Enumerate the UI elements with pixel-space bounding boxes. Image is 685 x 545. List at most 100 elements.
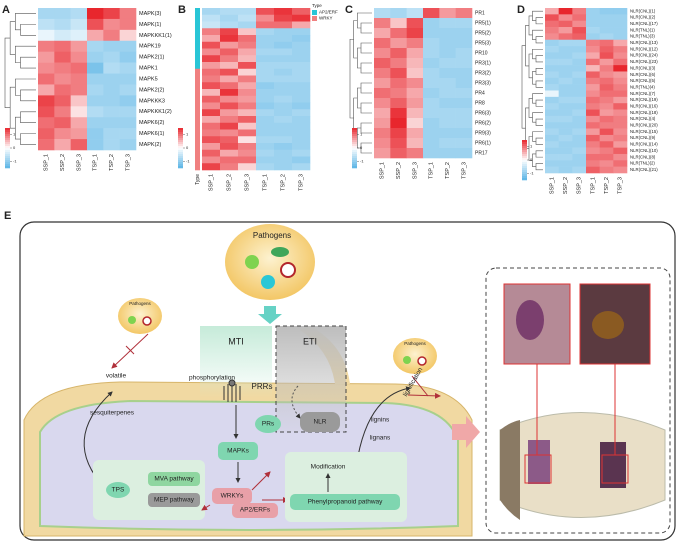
heat-cell	[256, 8, 275, 16]
label: TPS	[112, 487, 125, 494]
heat-cell	[545, 160, 559, 167]
heat-cell	[390, 38, 407, 49]
heat-cell	[599, 65, 614, 72]
heat-cell	[572, 122, 587, 129]
heat-cell	[238, 14, 257, 22]
heat-cell	[599, 128, 614, 136]
heat-cell	[613, 52, 628, 60]
colorbar-step	[522, 178, 527, 181]
row-label: MAPK2(2)	[139, 87, 165, 93]
panel-letter: C	[345, 4, 353, 16]
heat-cell	[586, 71, 600, 79]
column-label: SSP_3	[244, 174, 250, 191]
heat-cell	[256, 156, 275, 164]
heat-cell	[38, 117, 55, 129]
icon	[128, 316, 136, 324]
annotation-cell	[195, 163, 200, 171]
heat-cell	[572, 166, 587, 174]
heat-cell	[70, 18, 88, 31]
heat-cell	[406, 58, 424, 69]
heat-cell	[87, 29, 104, 42]
heat-cell	[54, 117, 71, 129]
heat-cell	[238, 109, 257, 117]
colorbar-step	[522, 164, 527, 167]
heat-cell	[599, 166, 614, 174]
photo	[600, 442, 626, 488]
column-label: TSP_2	[109, 154, 115, 171]
heat-cell	[374, 78, 391, 89]
row-label: NLR(TNL)(4)	[630, 84, 655, 89]
heat-cell	[38, 8, 55, 20]
column-label: SSP_3	[412, 162, 418, 179]
dendrogram	[360, 82, 372, 94]
heat-cell	[274, 89, 293, 97]
heat-cell	[599, 33, 614, 41]
colorbar-step	[178, 136, 183, 139]
heat-cell	[545, 71, 559, 79]
row-label: PR5(3)	[475, 40, 491, 46]
colorbar-step	[522, 172, 527, 175]
heat-cell	[274, 8, 293, 16]
heat-cell	[545, 122, 559, 129]
photo	[592, 311, 624, 339]
heat-cell	[274, 136, 293, 144]
heat-cell	[238, 136, 257, 144]
colorbar-step	[5, 130, 10, 133]
heat-cell	[390, 68, 407, 79]
heat-cell	[558, 115, 573, 123]
colorbar-label: 1	[530, 144, 533, 149]
heat-cell	[586, 103, 600, 110]
heat-cell	[586, 115, 600, 123]
legend-swatch	[312, 16, 317, 21]
row-label: NLR(CNL)(21)	[630, 167, 658, 172]
heat-cell	[238, 35, 257, 43]
heat-cell	[220, 129, 239, 137]
label: MEP pathway	[154, 497, 195, 504]
heat-cell	[423, 118, 440, 129]
heat-cell	[406, 108, 424, 119]
heat-cell	[586, 134, 600, 142]
arrow	[201, 504, 211, 511]
heat-cell	[599, 84, 614, 91]
heat-cell	[70, 139, 88, 151]
heat-cell	[613, 20, 628, 28]
icon	[245, 255, 259, 269]
heat-cell	[238, 28, 257, 36]
heat-cell	[439, 88, 456, 99]
heat-cell	[545, 147, 559, 155]
dendrogram	[15, 78, 36, 96]
heat-cell	[558, 71, 573, 79]
colorbar-step	[178, 138, 183, 141]
panel-letter: D	[517, 4, 525, 16]
label: WRKYs	[221, 493, 245, 500]
heat-cell	[103, 18, 120, 31]
annotation-cell	[195, 55, 200, 63]
heat-cell	[572, 134, 587, 142]
heat-cell	[202, 8, 221, 16]
heat-cell	[103, 51, 120, 63]
heat-cell	[390, 148, 407, 159]
colorbar-step	[5, 156, 10, 159]
heat-cell	[406, 78, 424, 89]
colorbar-step	[352, 138, 357, 141]
heat-cell	[545, 128, 559, 136]
heat-cell	[202, 95, 221, 103]
row-label: PR6(3)	[475, 110, 491, 116]
heat-cell	[439, 148, 456, 159]
heat-cell	[545, 77, 559, 85]
column-label: TSP_1	[93, 154, 99, 171]
dendrogram	[535, 118, 543, 126]
heat-cell	[38, 128, 55, 140]
heat-cell	[423, 148, 440, 159]
heat-cell	[238, 122, 257, 130]
colorbar-step	[352, 164, 357, 167]
label: PRRs	[252, 382, 273, 391]
heat-cell	[238, 48, 257, 56]
heat-cell	[572, 33, 587, 41]
heat-cell	[292, 89, 311, 97]
colorbar-label: 1	[13, 132, 16, 137]
heat-cell	[274, 116, 293, 124]
annotation-cell	[195, 136, 200, 144]
heat-cell	[238, 62, 257, 70]
